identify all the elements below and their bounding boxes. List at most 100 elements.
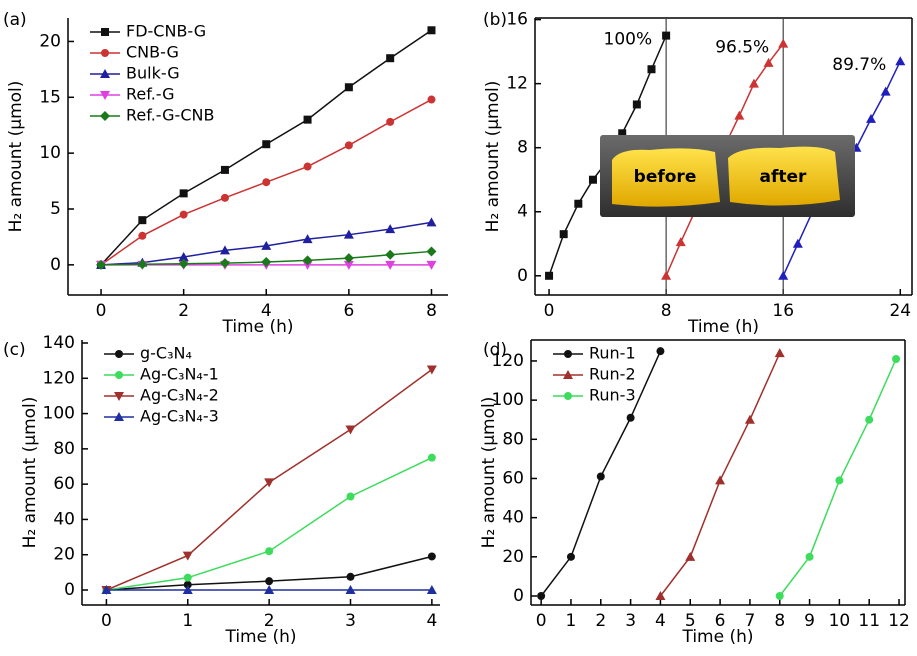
- marker: [385, 224, 396, 234]
- y-tick-label: 80: [502, 429, 524, 449]
- marker: [662, 31, 671, 40]
- x-tick-label: 0: [101, 611, 112, 631]
- x-tick-label: 3: [625, 611, 636, 631]
- y-tick-label: 0: [513, 586, 524, 606]
- marker: [656, 347, 665, 356]
- y-tick-label: 20: [53, 545, 75, 565]
- x-axis-label: Time (h): [224, 627, 296, 647]
- y-tick-label: 140: [43, 333, 75, 353]
- y-tick-label: 100: [43, 404, 75, 424]
- marker: [632, 100, 641, 109]
- legend-label: Ref.-G-CNB: [126, 106, 214, 125]
- marker: [343, 253, 354, 264]
- x-tick-label: 9: [804, 611, 815, 631]
- panel-label: (c): [3, 340, 26, 360]
- marker: [101, 49, 109, 57]
- x-tick-label: 6: [343, 301, 354, 321]
- marker: [303, 162, 312, 171]
- y-tick-label: 4: [517, 202, 528, 222]
- x-axis-label: Time (h): [221, 317, 293, 337]
- x-tick-label: 10: [829, 611, 851, 631]
- legend-label: FD-CNB-G: [126, 22, 206, 41]
- y-axis-label: H₂ amount (μmol): [6, 81, 26, 233]
- y-tick-label: 15: [39, 87, 61, 107]
- y-tick-label: 60: [502, 468, 524, 488]
- marker: [100, 111, 110, 121]
- series-line: [659, 352, 781, 597]
- marker: [895, 56, 906, 66]
- x-tick-label: 0: [96, 301, 107, 321]
- marker: [346, 492, 355, 501]
- marker: [865, 415, 874, 424]
- marker: [101, 28, 109, 36]
- marker: [880, 86, 891, 96]
- legend-label: Bulk-G: [126, 64, 180, 83]
- marker: [179, 210, 188, 219]
- x-tick-label: 6: [715, 611, 726, 631]
- legend-label: Run-3: [589, 386, 636, 405]
- marker: [744, 414, 755, 424]
- y-tick-label: 120: [492, 351, 524, 371]
- x-tick-label: 8: [426, 301, 437, 321]
- marker: [261, 240, 272, 250]
- marker: [261, 257, 272, 268]
- marker: [596, 472, 605, 481]
- x-tick-label: 16: [772, 301, 794, 321]
- x-tick-label: 24: [889, 301, 911, 321]
- y-tick-label: 16: [506, 10, 528, 30]
- marker: [427, 552, 436, 561]
- marker: [763, 57, 774, 67]
- marker: [100, 91, 110, 100]
- cheese: [728, 146, 840, 206]
- marker: [715, 475, 726, 485]
- marker: [685, 551, 696, 561]
- annotation: 96.5%: [715, 38, 769, 58]
- marker: [264, 478, 275, 488]
- marker: [264, 585, 275, 595]
- inset-label: after: [760, 167, 808, 187]
- x-tick-label: 7: [744, 611, 755, 631]
- marker: [386, 117, 395, 126]
- marker: [778, 270, 789, 280]
- marker: [386, 54, 395, 63]
- marker: [343, 260, 354, 270]
- x-tick-label: 0: [544, 301, 555, 321]
- marker: [96, 259, 107, 270]
- legend-label: Ag-C₃N₄-3: [140, 407, 219, 426]
- marker: [588, 175, 597, 184]
- x-tick-label: 1: [566, 611, 577, 631]
- legend-label: g-C₃N₄: [140, 344, 192, 363]
- y-tick-label: 20: [39, 31, 61, 51]
- marker: [647, 65, 656, 74]
- marker: [618, 129, 627, 138]
- annotation: 100%: [604, 30, 653, 50]
- y-tick-label: 0: [50, 255, 61, 275]
- marker: [426, 365, 437, 375]
- x-tick-label: 2: [264, 611, 275, 631]
- y-tick-label: 80: [53, 439, 75, 459]
- x-tick-label: 4: [426, 611, 437, 631]
- marker: [778, 38, 789, 48]
- y-tick-label: 10: [39, 143, 61, 163]
- marker: [137, 259, 148, 270]
- marker: [566, 552, 575, 561]
- marker: [774, 348, 785, 358]
- cheese: [612, 148, 720, 207]
- x-tick-label: 5: [685, 611, 696, 631]
- x-tick-label: 8: [661, 301, 672, 321]
- marker: [344, 83, 353, 92]
- marker: [345, 425, 356, 435]
- marker: [262, 140, 271, 149]
- marker: [385, 260, 396, 270]
- y-tick-label: 20: [502, 547, 524, 567]
- y-axis-label: H₂ amount (μmol): [483, 81, 503, 233]
- marker: [345, 585, 356, 595]
- marker: [101, 585, 112, 595]
- marker: [115, 371, 123, 379]
- inset-photo: before after: [600, 135, 855, 217]
- marker: [426, 260, 437, 270]
- y-tick-label: 8: [517, 138, 528, 158]
- marker: [114, 392, 124, 401]
- marker: [178, 252, 189, 262]
